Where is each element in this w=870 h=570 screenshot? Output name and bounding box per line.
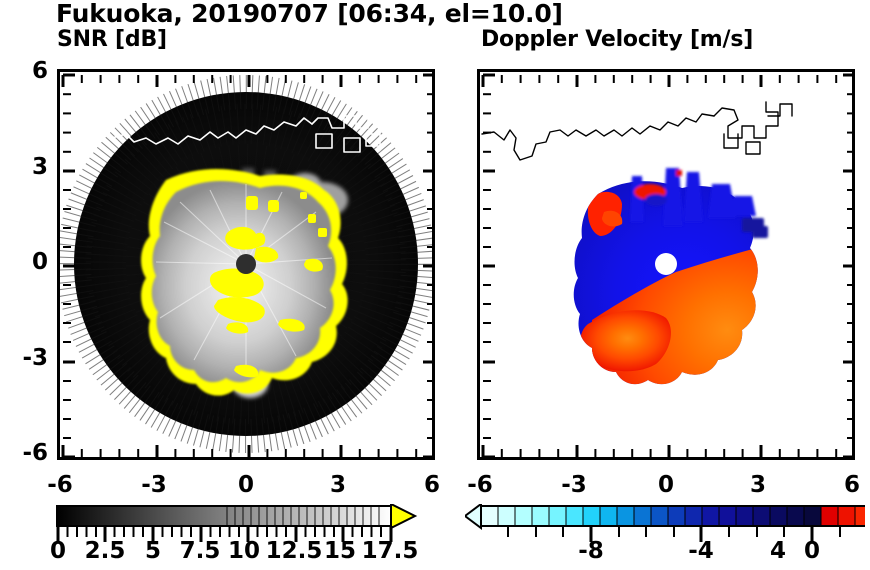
doppler-xtick-neg6: -6 — [467, 472, 493, 498]
doppler-ppi-svg — [480, 72, 852, 457]
doppler-xtick-neg3: -3 — [561, 472, 587, 498]
snr-ytick-neg3: -3 — [22, 345, 48, 371]
snr-cbar-label-10: 10 — [227, 538, 260, 564]
snr-cbar-label-0: 0 — [49, 538, 66, 564]
snr-xtick-0: 0 — [237, 472, 254, 498]
doppler-colorbar-svg[interactable] — [465, 504, 865, 554]
doppler-ppi-plot[interactable] — [477, 69, 855, 460]
snr-xtick-neg3: -3 — [141, 472, 167, 498]
doppler-cbar-label-neg8: -8 — [578, 538, 604, 564]
panel-title-snr: SNR [dB] — [57, 27, 167, 52]
snr-cbar-label-12p5: 12.5 — [265, 538, 323, 564]
snr-colorbar-svg[interactable] — [55, 504, 455, 554]
snr-ytick-3: 3 — [31, 154, 48, 180]
snr-ppi-svg — [60, 72, 432, 457]
doppler-ppi-field — [480, 72, 852, 457]
doppler-xtick-0: 0 — [657, 472, 674, 498]
snr-xtick-neg6: -6 — [47, 472, 73, 498]
snr-xtick-6: 6 — [423, 472, 440, 498]
snr-cbar-label-15: 15 — [323, 538, 356, 564]
figure-title: Fukuoka, 20190707 [06:34, el=10.0] — [56, 0, 563, 28]
snr-ytick-neg6: -6 — [22, 440, 48, 466]
snr-cbar-label-2p5: 2.5 — [84, 538, 126, 564]
doppler-xtick-3: 3 — [749, 472, 766, 498]
snr-cbar-label-17p5: 17.5 — [361, 538, 419, 564]
snr-cbar-label-7p5: 7.5 — [179, 538, 221, 564]
panel-title-doppler: Doppler Velocity [m/s] — [481, 27, 754, 52]
snr-cbar-label-5: 5 — [144, 538, 161, 564]
doppler-xtick-6: 6 — [843, 472, 860, 498]
doppler-cbar-label-neg4: -4 — [688, 538, 714, 564]
doppler-cbar-label-0: 0 — [803, 538, 820, 564]
snr-ytick-6: 6 — [31, 58, 48, 84]
doppler-cbar-label-4: 4 — [769, 538, 786, 564]
snr-ytick-0: 0 — [31, 249, 48, 275]
snr-ppi-field — [60, 72, 432, 457]
doppler-cbar-label-8: 8 — [864, 538, 870, 564]
snr-xtick-3: 3 — [329, 472, 346, 498]
snr-ppi-plot[interactable] — [57, 69, 435, 460]
